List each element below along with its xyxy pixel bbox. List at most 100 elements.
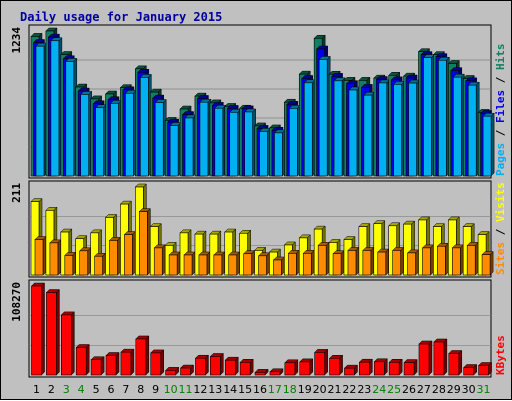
bar-kbytes-day-25-side [398,358,403,376]
bar-kbytes-day-5-face [90,359,102,376]
legend-separator: / [494,123,507,143]
bar-sites-day-15 [243,250,256,276]
chart-title: Daily usage for January 2015 [20,10,222,24]
bar-pages-day-7 [124,89,138,177]
day-label-12: 12 [193,383,207,396]
bar-sites-day-5-side [102,252,106,276]
day-label-9: 9 [152,383,159,396]
bar-pages-day-24 [378,79,391,177]
bar-sites-day-20-side [325,241,330,276]
bar-sites-day-20-face [317,245,327,276]
day-label-25: 25 [387,383,401,396]
bar-sites-day-9 [153,244,166,276]
bar-pages-day-24-face [378,82,388,177]
bar-sites-day-18 [287,249,300,276]
bar-pages-day-11 [184,114,197,177]
bar-sites-day-14-face [228,254,238,276]
bar-kbytes-day-28-face [433,341,445,376]
bar-kbytes-day-17-face [269,371,281,376]
bar-sites-day-30-face [466,245,476,276]
bar-sites-day-19-face [302,253,312,276]
bar-kbytes-day-19-face [299,361,311,376]
bar-sites-day-7-side [132,230,136,276]
day-label-10: 10 [164,383,178,396]
legend-sites: Sites [494,242,507,275]
bar-sites-day-9-face [153,247,163,276]
bar-kbytes-day-17 [269,368,284,376]
bar-sites-day-10-side [176,251,181,276]
legend-files: Files [494,90,507,123]
bar-sites-day-3 [64,251,77,276]
bar-sites-day-8-side [147,208,151,276]
day-label-14: 14 [223,383,237,396]
bar-sites-day-16-side [266,252,270,276]
bar-sites-day-21-face [332,253,342,276]
day-label-8: 8 [137,383,144,396]
bar-kbytes-day-15 [239,358,254,376]
bar-sites-day-11-side [191,251,196,276]
bar-kbytes-day-26 [403,358,418,376]
bar-sites-day-21-side [340,250,345,276]
day-label-29: 29 [447,383,461,396]
bar-sites-day-19-side [311,249,315,276]
bar-kbytes-day-13-side [220,352,224,376]
bar-kbytes-day-24-side [384,358,388,376]
legend-separator: / [494,222,507,242]
day-label-22: 22 [342,383,356,396]
bar-kbytes-day-24 [373,358,388,376]
bar-kbytes-day-3-side [71,311,75,376]
bar-kbytes-day-20-side [324,348,328,376]
bar-kbytes-day-3-face [61,314,72,376]
bar-pages-day-12-face [199,101,209,177]
bar-pages-day-12 [199,98,212,177]
bar-sites-day-24 [377,248,390,276]
bar-pages-day-19-face [303,82,313,177]
bar-pages-day-9-face [154,102,164,177]
bar-kbytes-day-21-face [329,357,340,376]
bar-pages-day-18-face [289,108,298,177]
bar-kbytes-day-12-face [195,357,206,376]
bar-sites-day-26 [406,249,420,276]
bar-kbytes-day-13-face [210,356,221,376]
bar-kbytes-day-19-side [309,358,314,376]
bar-sites-day-2 [49,239,62,276]
bar-sites-day-27-face [422,247,431,276]
bar-sites-day-23-side [370,246,375,276]
max-label-sites-visits: 211 [10,183,23,203]
bar-kbytes-day-5-side [100,356,105,376]
bar-sites-day-18-side [296,249,300,276]
bar-pages-day-22-face [348,89,358,177]
bar-kbytes-day-4-face [75,347,87,376]
bar-kbytes-day-22-face [344,367,355,376]
bar-sites-day-9-side [161,244,166,276]
bar-sites-day-30-side [474,241,479,276]
bar-pages-day-15 [244,108,257,177]
bar-sites-day-26-face [407,252,416,276]
bar-sites-day-31-face [481,254,491,276]
bar-kbytes-day-21 [328,354,344,376]
bar-sites-day-10-face [168,254,178,276]
bar-pages-day-11-face [184,117,194,177]
bar-kbytes-day-14-face [224,359,236,376]
day-label-23: 23 [357,383,371,396]
bar-sites-day-13 [213,251,226,276]
bar-pages-day-22 [348,86,361,177]
bar-pages-day-31 [482,112,495,177]
bar-sites-day-4-face [79,250,89,276]
bar-sites-day-15-face [243,253,252,276]
day-label-1: 1 [33,383,40,396]
bar-sites-day-23 [362,246,375,276]
bar-pages-day-29-face [452,76,462,177]
bar-kbytes-day-29 [448,349,463,376]
bar-sites-day-1-face [34,239,44,276]
bar-kbytes-day-31 [477,361,493,376]
bar-kbytes-day-23-face [359,361,370,376]
bar-kbytes-day-10-face [165,370,176,376]
day-label-13: 13 [208,383,222,396]
bar-sites-day-31 [481,250,494,276]
bar-pages-day-5-face [95,107,104,177]
bar-kbytes-day-6-face [105,355,117,376]
bar-pages-day-28-face [438,59,447,177]
bar-sites-day-6 [108,236,122,276]
bar-sites-day-4 [79,247,92,276]
